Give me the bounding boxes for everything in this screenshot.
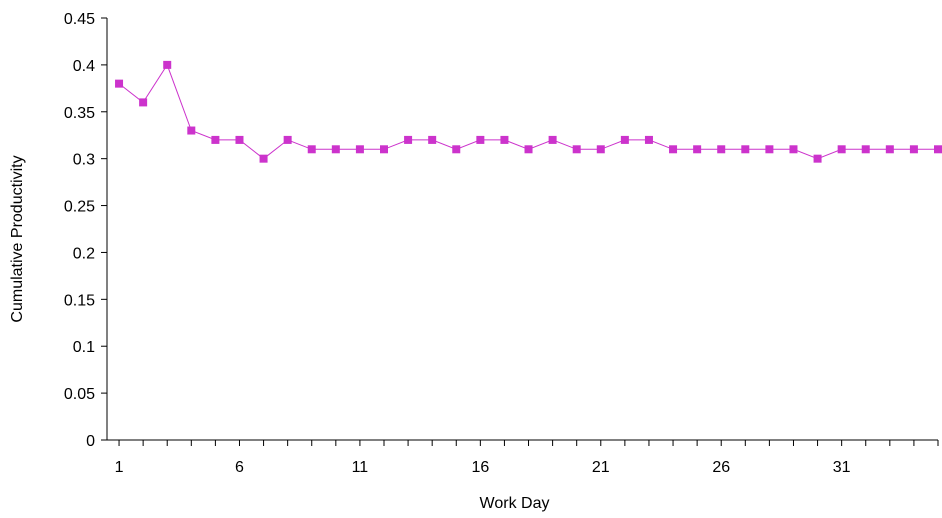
x-tick-label: 1 xyxy=(115,459,124,476)
x-tick-label: 6 xyxy=(235,459,244,476)
y-tick-label: 0 xyxy=(86,433,95,450)
data-point xyxy=(813,154,822,163)
x-tick-label: 26 xyxy=(712,459,730,476)
x-tick-label: 31 xyxy=(833,459,851,476)
data-point xyxy=(235,135,244,144)
y-tick-label: 0.15 xyxy=(64,292,95,309)
data-point xyxy=(500,135,509,144)
data-point xyxy=(789,145,798,154)
data-point xyxy=(693,145,702,154)
data-point xyxy=(115,79,124,88)
data-point xyxy=(428,135,437,144)
data-point xyxy=(139,98,148,107)
y-axis-title: Cumulative Productivity xyxy=(9,155,26,322)
data-point xyxy=(644,135,653,144)
y-tick-label: 0.4 xyxy=(73,58,95,75)
data-point xyxy=(524,145,533,154)
data-point xyxy=(307,145,316,154)
data-point xyxy=(355,145,364,154)
y-tick-label: 0.25 xyxy=(64,199,95,216)
x-tick-label: 21 xyxy=(592,459,610,476)
y-tick-label: 0.3 xyxy=(73,152,95,169)
axes xyxy=(106,18,938,441)
data-point xyxy=(885,145,894,154)
data-point xyxy=(187,126,196,135)
x-tick-label: 16 xyxy=(471,459,489,476)
data-point xyxy=(283,135,292,144)
data-point xyxy=(934,145,942,154)
x-tick-label: 11 xyxy=(352,459,369,476)
data-point xyxy=(669,145,678,154)
data-point xyxy=(620,135,629,144)
data-point xyxy=(331,145,340,154)
y-tick-label: 0.2 xyxy=(73,245,95,262)
data-point xyxy=(452,145,461,154)
data-point xyxy=(404,135,413,144)
y-tick-label: 0.35 xyxy=(64,105,95,122)
x-ticks: 1 6 11 16 21 26 31 xyxy=(115,440,939,476)
data-point xyxy=(476,135,485,144)
series-line xyxy=(118,63,938,160)
data-point xyxy=(572,145,581,154)
data-point xyxy=(717,145,726,154)
data-point xyxy=(741,145,750,154)
data-point xyxy=(765,145,774,154)
data-point xyxy=(380,145,388,154)
data-point xyxy=(909,145,918,154)
y-ticks: 0 0.05 0.1 0.15 0.2 0.25 0.3 0.35 0.4 0.45 xyxy=(64,11,107,450)
data-point xyxy=(163,60,172,69)
data-point xyxy=(211,135,220,144)
y-tick-label: 0.05 xyxy=(64,386,95,403)
y-tick-label: 0.1 xyxy=(73,339,95,356)
data-point xyxy=(548,135,557,144)
series-markers xyxy=(115,60,942,163)
data-point xyxy=(861,145,870,154)
x-axis-title: Work Day xyxy=(480,495,550,512)
y-tick-label: 0.45 xyxy=(64,11,95,28)
data-point xyxy=(837,145,846,154)
data-point xyxy=(596,145,605,154)
data-point xyxy=(259,154,268,163)
